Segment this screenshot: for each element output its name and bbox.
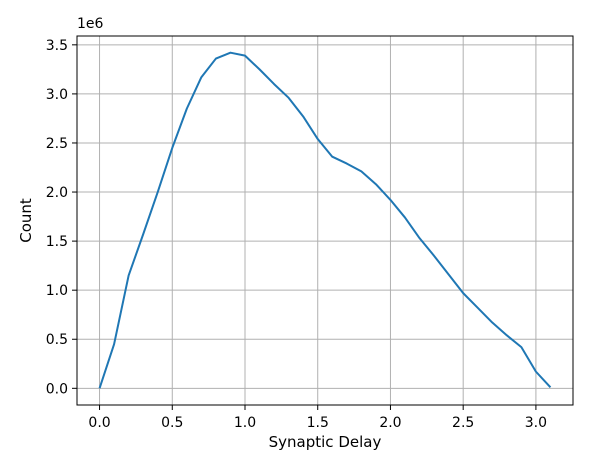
y-gridlines [77, 44, 573, 389]
x-tick-label: 3.0 [525, 415, 547, 431]
x-tick-label: 1.5 [307, 415, 329, 431]
y-axis-ticks: 0.0 0.5 1.0 1.5 2.0 2.5 3.0 3.5 [46, 38, 77, 397]
x-tick-label: 2.0 [379, 415, 401, 431]
x-axis-label: Synaptic Delay [269, 433, 382, 451]
x-tick-label: 1.0 [234, 415, 256, 431]
y-tick-label: 1.0 [46, 283, 68, 299]
y-axis-label: Count [17, 198, 35, 243]
y-tick-label: 0.0 [46, 381, 68, 397]
y-offset-label: 1e6 [77, 16, 104, 32]
x-axis-ticks: 0.0 0.5 1.0 1.5 2.0 2.5 3.0 [88, 405, 547, 431]
x-gridlines [99, 36, 537, 405]
plot-frame [76, 35, 574, 406]
x-tick-label: 0.5 [161, 415, 183, 431]
y-tick-label: 0.5 [46, 332, 68, 348]
x-tick-label: 2.5 [452, 415, 474, 431]
series-line [98, 51, 552, 389]
y-tick-label: 3.0 [46, 87, 68, 103]
y-tick-label: 2.5 [46, 136, 68, 152]
y-tick-label: 1.5 [46, 234, 68, 250]
x-tick-label: 0.0 [88, 415, 110, 431]
y-tick-label: 3.5 [46, 38, 68, 54]
y-tick-label: 2.0 [46, 185, 68, 201]
